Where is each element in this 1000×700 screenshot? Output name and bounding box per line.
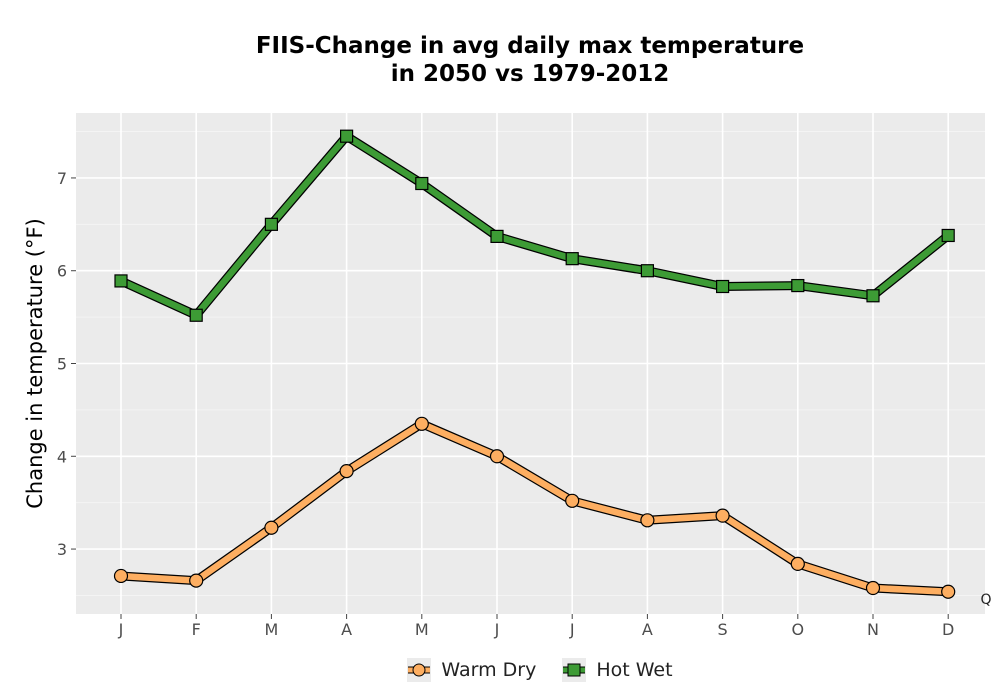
legend: Warm Dry Hot Wet (0, 658, 1000, 682)
data-point-marker (490, 229, 504, 243)
chart-title: FIIS-Change in avg daily max temperature… (0, 32, 1000, 88)
data-point-marker (189, 308, 203, 322)
x-tick-label: M (264, 620, 278, 639)
data-point-marker (941, 228, 955, 243)
data-point-marker (339, 464, 354, 479)
data-point-marker (113, 568, 129, 584)
legend-label-hot-wet: Hot Wet (596, 659, 673, 681)
data-point-marker (189, 573, 204, 588)
x-tick-label: F (192, 620, 201, 639)
legend-key-square-icon (562, 658, 587, 682)
legend-key-circle-icon (407, 658, 432, 682)
data-point-marker (565, 252, 579, 266)
x-tick-label: N (867, 620, 879, 639)
data-point-marker (264, 520, 279, 535)
data-point-marker (640, 513, 655, 528)
y-tick-label: 4 (57, 447, 67, 466)
data-point-marker (715, 279, 730, 294)
y-tick-label: 7 (57, 169, 67, 188)
data-point-marker (941, 584, 956, 599)
data-point-marker (565, 493, 580, 508)
x-tick-label: A (341, 620, 352, 639)
legend-item-warm-dry: Warm Dry (407, 658, 536, 682)
chart-title-line-1: FIIS-Change in avg daily max temperature (255, 33, 805, 59)
data-point-marker (114, 274, 128, 288)
data-point-marker (415, 176, 429, 191)
x-tick-label: J (494, 620, 500, 639)
data-point-marker (489, 449, 505, 464)
data-point-marker (640, 264, 655, 278)
data-point-marker (866, 289, 880, 303)
x-tick-label: J (569, 620, 575, 639)
series-line-1 (117, 132, 952, 319)
data-point-marker (340, 129, 354, 143)
y-tick-label: 3 (57, 540, 67, 559)
legend-label-warm-dry: Warm Dry (441, 659, 537, 681)
y-tick-label: 6 (57, 262, 67, 281)
data-point-marker (414, 416, 429, 431)
y-tick-label: 5 (57, 355, 67, 374)
x-tick-label: A (642, 620, 653, 639)
data-point-marker (790, 556, 805, 572)
data-point-marker (865, 580, 881, 596)
data-point-marker (791, 278, 805, 293)
x-tick-label: D (942, 620, 954, 639)
x-tick-label: J (118, 620, 124, 639)
x-tick-label: M (415, 620, 429, 639)
y-axis-label: Change in temperature (°F) (23, 218, 47, 509)
data-point-marker (715, 508, 730, 523)
legend-item-hot-wet: Hot Wet (562, 658, 673, 682)
x-tick-label: O (792, 620, 805, 639)
annotation-text: Q (980, 592, 991, 608)
series-line-0 (117, 420, 952, 595)
chart-title-line-2: in 2050 vs 1979-2012 (390, 61, 670, 87)
data-point-marker (264, 217, 278, 231)
x-tick-label: S (718, 620, 728, 639)
